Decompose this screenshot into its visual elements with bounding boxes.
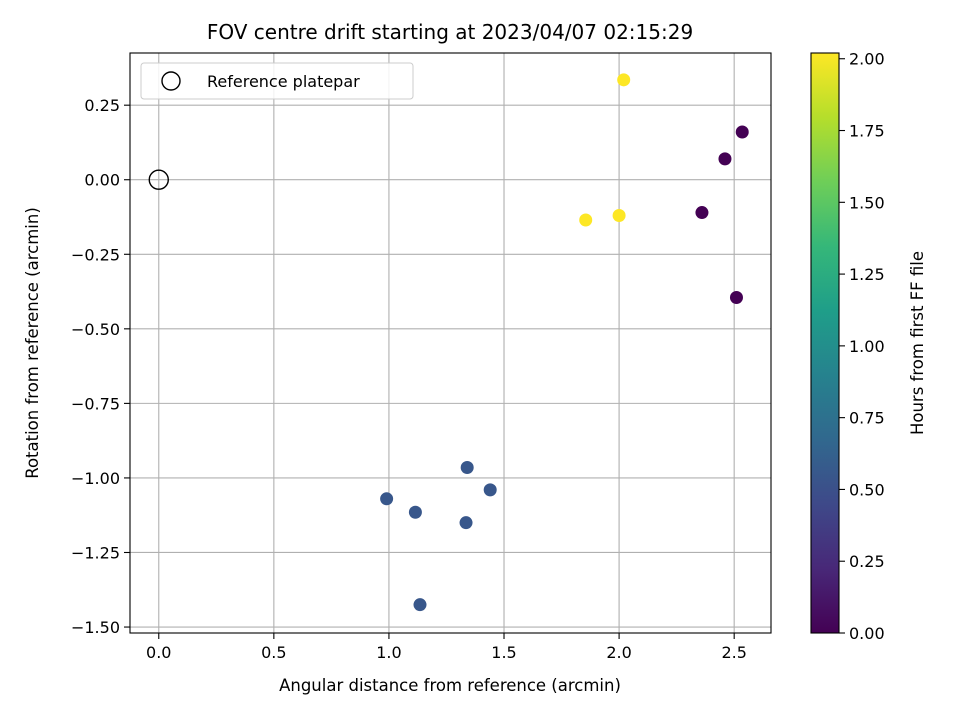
y-tick-label: 0.00 [84, 171, 120, 190]
y-tick-label: −0.50 [71, 320, 120, 339]
legend-label: Reference platepar [207, 72, 360, 91]
x-axis-label: Angular distance from reference (arcmin) [279, 676, 621, 695]
x-tick-label: 2.0 [606, 643, 631, 662]
y-axis-label: Rotation from reference (arcmin) [23, 207, 42, 479]
data-points [380, 73, 749, 612]
data-point [729, 291, 743, 305]
data-point [735, 125, 749, 139]
x-tick-label: 1.5 [491, 643, 516, 662]
data-point [460, 460, 474, 474]
colorbar-gradient [811, 53, 839, 633]
y-tick-label: 0.25 [84, 96, 120, 115]
colorbar-tick-label: 2.00 [849, 50, 885, 69]
data-point [612, 209, 626, 223]
colorbar-tick-label: 0.00 [849, 624, 885, 643]
chart-title: FOV centre drift starting at 2023/04/07 … [207, 20, 693, 44]
data-point [380, 492, 394, 506]
x-axis-ticks: 0.0 0.5 1.0 1.5 2.0 2.5 [146, 633, 747, 662]
data-point [408, 505, 422, 519]
data-point [617, 73, 631, 87]
colorbar-tick-label: 0.50 [849, 480, 885, 499]
colorbar-tick-label: 1.75 [849, 122, 885, 141]
colorbar: 0.00 0.25 0.50 0.75 1.00 1.25 1.50 1.75 2.00 Hou… [810, 50, 927, 643]
colorbar-tick-label: 1.00 [849, 337, 885, 356]
data-point [459, 516, 473, 530]
grid-lines [130, 53, 771, 633]
colorbar-ticks: 0.00 0.25 0.50 0.75 1.00 1.25 1.50 1.75 2.00 [839, 50, 885, 643]
data-point [483, 483, 497, 497]
data-point [579, 213, 593, 227]
reference-marker-layer [148, 169, 169, 190]
plot-frame [129, 52, 772, 634]
data-point [695, 206, 709, 220]
colorbar-tick-label: 1.25 [849, 265, 885, 284]
colorbar-label: Hours from first FF file [908, 251, 927, 435]
colorbar-tick-label: 1.50 [849, 193, 885, 212]
legend-box [140, 62, 414, 100]
y-tick-label: −1.25 [71, 543, 120, 562]
y-tick-label: −1.00 [71, 469, 120, 488]
y-axis-ticks: 0.25 0.00 −0.25 −0.50 −0.75 −1.00 −1.25 −1.50 [71, 96, 130, 637]
x-tick-label: 0.5 [261, 643, 286, 662]
y-tick-label: −1.50 [71, 618, 120, 637]
colorbar-tick-label: 0.75 [849, 409, 885, 428]
x-tick-label: 1.0 [376, 643, 401, 662]
data-point [413, 598, 427, 612]
legend: Reference platepar [140, 62, 414, 100]
x-tick-label: 2.5 [721, 643, 746, 662]
colorbar-tick-label: 0.25 [849, 552, 885, 571]
y-tick-label: −0.25 [71, 245, 120, 264]
y-tick-label: −0.75 [71, 394, 120, 413]
colorbar-frame [810, 52, 840, 634]
data-point [718, 152, 732, 166]
x-tick-label: 0.0 [146, 643, 171, 662]
reference-point [148, 169, 169, 190]
legend-marker-icon [161, 71, 181, 91]
